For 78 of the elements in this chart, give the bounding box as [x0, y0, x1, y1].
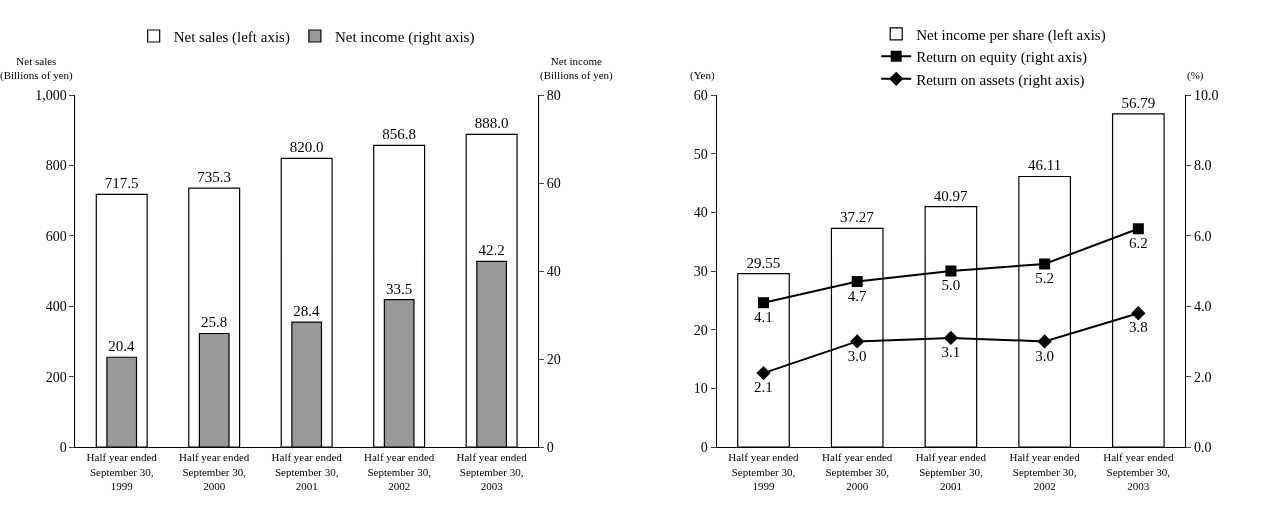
legend-label: Return on assets (right axis) [916, 71, 1085, 89]
y-tick-label: 30 [693, 263, 708, 279]
y2-tick-label: 0.0 [1193, 439, 1212, 455]
point [851, 276, 863, 288]
x-tick-label: Half year ended September 30, 2002 [1009, 451, 1081, 492]
data-label: 56.79 [1121, 94, 1156, 111]
y-tick-label: 400 [45, 299, 67, 315]
data-label: 820.0 [289, 139, 324, 156]
data-label: 33.5 [386, 280, 413, 297]
y-tick-label: 0 [700, 439, 708, 455]
legend-label: Net sales (left axis) [173, 28, 290, 46]
data-label: 3.8 [1128, 319, 1148, 336]
y-tick-label: 1,000 [35, 87, 67, 103]
y-tick-label: 20 [693, 322, 708, 338]
data-label: 856.8 [382, 126, 417, 143]
legend-label: Net income (right axis) [334, 28, 475, 46]
data-label: 37.27 [840, 209, 875, 226]
data-label: 5.2 [1035, 270, 1054, 287]
y-tick-label: 200 [45, 369, 67, 385]
y-tick-label: 800 [45, 158, 67, 174]
y2-tick-label: 80 [546, 87, 561, 103]
data-label: 20.4 [108, 338, 136, 355]
x-tick-label: Half year ended September 30, 2001 [271, 451, 343, 492]
data-label: 28.4 [293, 303, 321, 320]
y2-tick-label: 8.0 [1193, 158, 1212, 174]
y-axis-title: Net sales (Billions of yen) [0, 55, 74, 83]
point [758, 297, 769, 309]
y2-axis-title: Net income (Billions of yen) [540, 55, 614, 83]
data-label: 3.0 [1035, 347, 1054, 364]
x-tick-label: Half year ended September 30, 2003 [1103, 451, 1174, 492]
y-tick-label: 0 [59, 439, 67, 455]
y2-tick-label: 6.0 [1193, 228, 1212, 244]
data-label: 735.3 [197, 169, 232, 186]
x-tick-label: Half year ended September 30, 2003 [456, 451, 528, 492]
y2-tick-label: 60 [546, 175, 561, 191]
data-label: 888.0 [474, 115, 509, 132]
data-label: 3.0 [847, 347, 867, 364]
y2-tick-label: 10.0 [1193, 87, 1219, 103]
point [1039, 258, 1051, 270]
y2-axis-title: (%) [1187, 69, 1204, 82]
y-tick-label: 600 [45, 228, 67, 244]
data-label: 40.97 [933, 187, 969, 204]
x-tick-label: Half year ended September 30, 2002 [364, 451, 435, 492]
y-axis-title: (Yen) [690, 69, 715, 82]
data-label: 4.1 [754, 308, 773, 325]
x-tick-label: Half year ended September 30, 2000 [822, 451, 893, 492]
y-tick-label: 40 [693, 205, 708, 221]
legend-label: Net income per share (left axis) [916, 26, 1106, 44]
point [945, 265, 957, 277]
y-tick-label: 50 [693, 146, 708, 162]
data-label: 3.1 [941, 344, 961, 361]
data-label: 2.1 [754, 379, 773, 396]
y2-tick-label: 4.0 [1193, 299, 1212, 315]
legend-label: Return on equity (right axis) [916, 49, 1088, 67]
data-label: 4.7 [847, 287, 868, 304]
data-label: 717.5 [104, 175, 139, 192]
y2-tick-label: 40 [546, 263, 561, 279]
y-tick-label: 10 [693, 381, 708, 397]
x-tick-label: Half year ended September 30, 1999 [86, 451, 158, 492]
data-label: 46.11 [1028, 157, 1062, 174]
data-label: 6.2 [1128, 234, 1148, 251]
data-label: 29.55 [746, 254, 781, 271]
x-tick-label: Half year ended September 30, 2000 [179, 451, 250, 492]
data-label: 5.0 [941, 277, 961, 294]
point [1131, 306, 1146, 321]
point [850, 334, 865, 349]
y-tick-label: 60 [693, 87, 708, 103]
point [1037, 334, 1052, 349]
y2-tick-label: 2.0 [1193, 369, 1212, 385]
point [1132, 223, 1144, 235]
data-label: 42.2 [478, 242, 505, 259]
x-tick-label: Half year ended September 30, 1999 [728, 451, 800, 492]
point [756, 365, 771, 381]
data-label: 25.8 [201, 314, 228, 331]
y2-tick-label: 20 [546, 351, 561, 367]
y2-tick-label: 0 [546, 439, 554, 455]
point [943, 330, 959, 346]
x-tick-label: Half year ended September 30, 2001 [915, 451, 987, 492]
